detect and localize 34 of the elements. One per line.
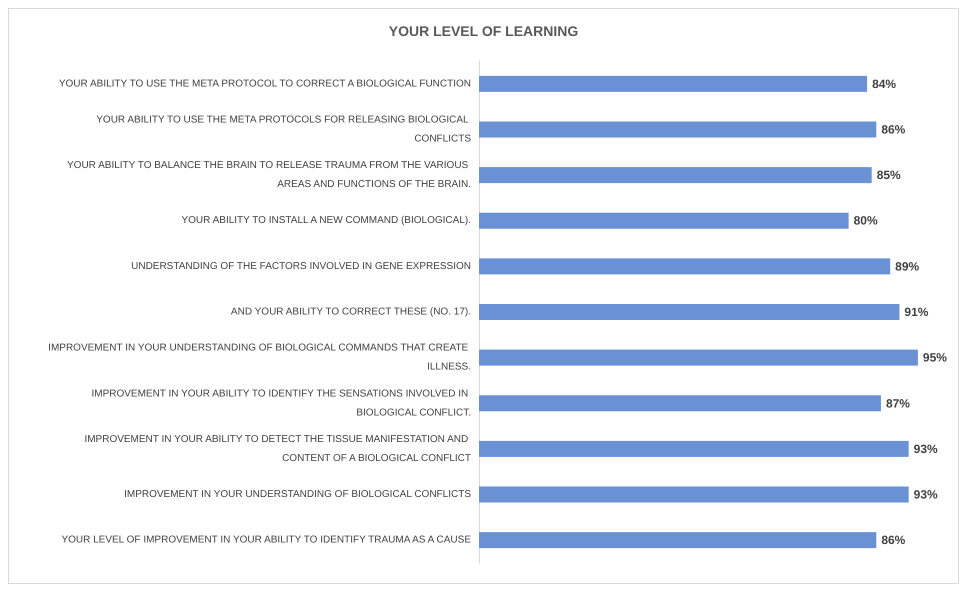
bar xyxy=(479,395,881,412)
data-label: 87% xyxy=(886,396,910,410)
y-tick-label: IMPROVEMENT IN YOUR UNDERSTANDING OF BIOLOGICAL CONFLICTS xyxy=(124,489,472,500)
data-label: 91% xyxy=(904,305,929,319)
y-tick-label: IMPROVEMENT IN YOUR ABILITY TO IDENTIFY THE SENSATIONS INVOLVED IN BIOLOGICAL CONFLICT. xyxy=(91,388,471,418)
data-label: 93% xyxy=(914,442,938,456)
bar xyxy=(479,76,868,92)
bar xyxy=(479,121,876,138)
bar xyxy=(479,350,918,366)
bar xyxy=(479,167,872,184)
data-label: 86% xyxy=(881,122,906,136)
y-tick-label: YOUR ABILITY TO USE THE META PROTOCOL TO CORRECT A BIOLOGICAL FUNCTION xyxy=(58,78,471,90)
data-label: 89% xyxy=(895,259,920,274)
y-tick-label: IMPROVEMENT IN YOUR UNDERSTANDING OF BIOLOGICAL COMMANDS THAT CREATE ILLNESS. xyxy=(48,342,471,373)
chart-title: YOUR LEVEL OF LEARNING xyxy=(388,23,578,39)
y-tick-label: AND YOUR ABILITY TO CORRECT THESE (NO. 17). xyxy=(230,306,471,318)
bar xyxy=(479,440,909,457)
bar xyxy=(479,532,876,548)
data-label: 95% xyxy=(922,350,948,365)
y-tick-label: YOUR LEVEL OF IMPROVEMENT IN YOUR ABILITY TO IDENTIFY TRAUMA AS A CAUSE xyxy=(61,534,472,546)
bar xyxy=(479,212,849,229)
bar xyxy=(479,258,890,274)
data-label: 86% xyxy=(881,533,906,548)
data-label: 84% xyxy=(872,76,896,91)
y-tick-label: YOUR ABILITY TO USE THE META PROTOCOLS FOR RELEASING BIOLOGICAL CONFLICTS xyxy=(96,114,472,144)
data-label: 85% xyxy=(876,168,902,182)
bar xyxy=(479,304,900,320)
y-tick-label: YOUR ABILITY TO BALANCE THE BRAIN TO RELEASE TRAUMA FROM THE VARIOUS AREAS AND FUNCTIONS OF THE BRAIN. xyxy=(67,160,471,190)
y-tick-label: UNDERSTANDING OF THE FACTORS INVOLVED IN GENE EXPRESSION xyxy=(131,260,471,272)
y-tick-label: YOUR ABILITY TO INSTALL A NEW COMMAND (BIOLOGICAL). xyxy=(181,215,471,226)
data-label: 80% xyxy=(854,214,878,228)
data-label: 93% xyxy=(914,488,938,502)
bar xyxy=(479,486,909,503)
y-tick-label: IMPROVEMENT IN YOUR ABILITY TO DETECT THE TISSUE MANIFESTATION AND CONTENT OF A BIOLOGICAL CONFLICT xyxy=(84,434,471,464)
